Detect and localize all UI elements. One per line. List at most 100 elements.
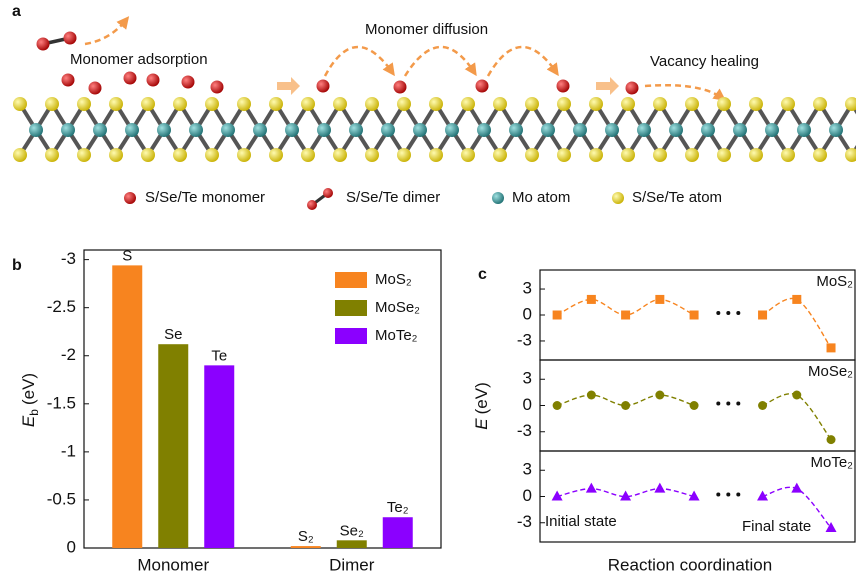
chalcogen-atom <box>45 97 59 111</box>
chalcogen-atom <box>333 148 347 162</box>
chalcogen-atom <box>45 148 59 162</box>
marker <box>553 311 562 320</box>
chalcogen-atom <box>77 97 91 111</box>
panel-label: b <box>12 257 22 274</box>
chalcogen-atom <box>301 148 315 162</box>
series-name: MoS₂ <box>816 273 853 290</box>
chalcogen-atom <box>525 148 539 162</box>
y-tick-label: -3 <box>61 249 76 268</box>
y-tick-label: -2 <box>61 345 76 364</box>
mo-atom <box>541 123 555 137</box>
marker <box>758 311 767 320</box>
bar <box>112 265 142 548</box>
marker <box>586 483 597 493</box>
y-symbol: E <box>472 418 491 430</box>
chalcogen-atom <box>109 97 123 111</box>
y-axis-label: Eb(eV) <box>19 373 41 427</box>
mo-atom <box>189 123 203 137</box>
lattice <box>13 97 856 162</box>
chalcogen-atom <box>557 148 571 162</box>
ellipsis-dot <box>726 311 730 315</box>
x-axis-label: Reaction coordination <box>608 555 772 574</box>
marker <box>553 401 562 410</box>
legend-label: S/Se/Te atom <box>632 189 722 206</box>
bar-label: Se₂ <box>340 522 364 539</box>
legend-label: MoTe₂ <box>375 327 418 344</box>
legend-swatch <box>335 300 367 316</box>
panel-a: a Monomer adsorption Monomer diffusion V… <box>12 3 856 210</box>
y-tick-label: 3 <box>523 279 532 298</box>
mo-atom <box>445 123 459 137</box>
legend: S/Se/Te monomer S/Se/Te dimer Mo atom S/… <box>124 188 722 210</box>
chalcogen-atom <box>749 97 763 111</box>
mo-atom <box>317 123 331 137</box>
chalcogen-atom <box>365 97 379 111</box>
monomer <box>89 82 102 95</box>
mo-atom <box>29 123 43 137</box>
marker <box>792 295 801 304</box>
y-tick-label: -0.5 <box>47 489 76 508</box>
step-label: Monomer adsorption <box>70 51 208 68</box>
bar-label: Te <box>211 347 227 364</box>
chalcogen-atom <box>237 148 251 162</box>
chalcogen-atom <box>461 148 475 162</box>
monomer <box>394 81 407 94</box>
y-tick-label: -1.5 <box>47 393 76 412</box>
mo-atom <box>93 123 107 137</box>
marker <box>690 401 699 410</box>
y-unit: (eV) <box>472 382 491 414</box>
chalcogen-atom <box>269 97 283 111</box>
monomer <box>37 38 50 51</box>
mo-atom <box>797 123 811 137</box>
chalcogen-atom <box>589 97 603 111</box>
mo-atom <box>669 123 683 137</box>
chalcogen-atom <box>493 97 507 111</box>
step-label: Monomer diffusion <box>365 21 488 38</box>
ellipsis-dot <box>726 402 730 406</box>
chalcogen-atom <box>429 148 443 162</box>
mo-atom <box>349 123 363 137</box>
mo-atom <box>381 123 395 137</box>
mo-atom <box>413 123 427 137</box>
chalcogen-atom <box>557 97 571 111</box>
mo-atom <box>253 123 267 137</box>
y-tick-label: -3 <box>517 512 532 531</box>
chalcogen-atom <box>813 97 827 111</box>
mo-atom <box>765 123 779 137</box>
chalcogen-atom <box>813 148 827 162</box>
bar-label: Se <box>164 326 182 343</box>
bar-label: S <box>122 247 132 264</box>
step-label: Vacancy healing <box>650 53 759 70</box>
legend-label: MoS₂ <box>375 271 412 288</box>
bar <box>158 344 188 548</box>
y-tick-label: -3 <box>517 330 532 349</box>
chalcogen-atom <box>621 148 635 162</box>
chalcogen-atom <box>717 97 731 111</box>
chalcogen-atom <box>141 97 155 111</box>
mo-atom <box>61 123 75 137</box>
y-tick-label: -1 <box>61 441 76 460</box>
monomer <box>317 80 330 93</box>
panel-label: a <box>12 3 21 20</box>
marker <box>758 401 767 410</box>
y-tick-label: 0 <box>67 537 76 556</box>
chalcogen-atom <box>653 97 667 111</box>
chalcogen-atom <box>13 148 27 162</box>
chalcogen-atom <box>685 97 699 111</box>
chalcogen-atom <box>781 97 795 111</box>
chalcogen-atom <box>13 97 27 111</box>
chalcogen-atom <box>749 148 763 162</box>
marker <box>690 311 699 320</box>
ellipsis-dot <box>716 311 720 315</box>
chalcogen-atom <box>621 97 635 111</box>
y-tick-label: 3 <box>523 369 532 388</box>
bar-label: S₂ <box>298 528 314 545</box>
ellipsis-dot <box>736 493 740 497</box>
panel-label: c <box>478 266 487 283</box>
chalcogen-atom <box>717 148 731 162</box>
monomer <box>124 72 137 85</box>
chalcogen-atom <box>653 148 667 162</box>
x-tick-label: Monomer <box>137 555 209 574</box>
chalcogen-atom <box>333 97 347 111</box>
y-tick-label: 3 <box>523 460 532 479</box>
